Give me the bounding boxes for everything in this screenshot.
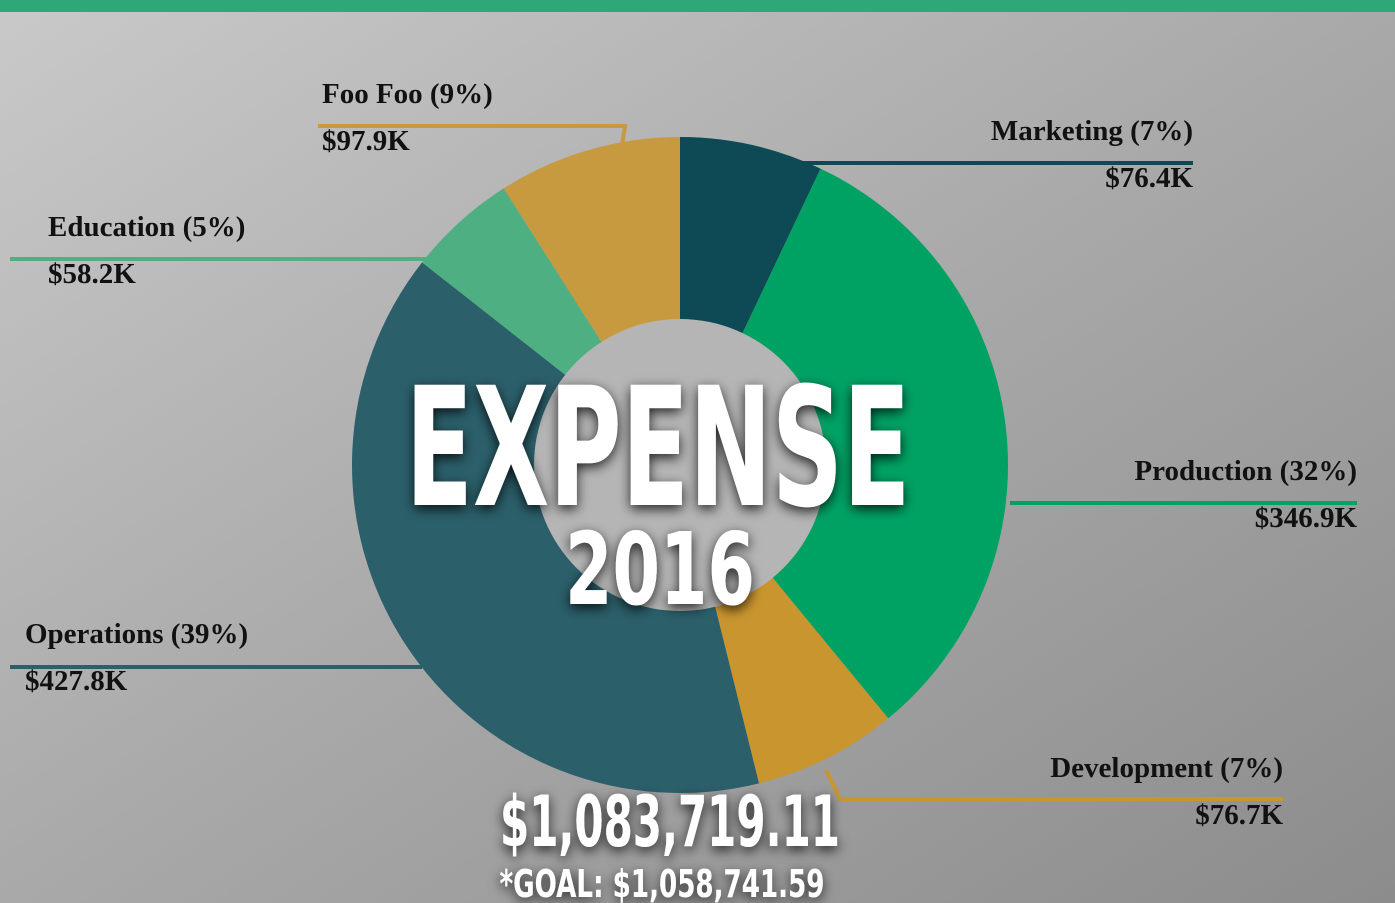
value-label: $76.7K	[1195, 799, 1283, 831]
value-label: $58.2K	[48, 258, 136, 290]
total-amount: $1,083,719.11	[500, 781, 840, 863]
category-label: Education (5%)	[48, 211, 245, 243]
value-label: $97.9K	[322, 125, 410, 157]
chart: Marketing (7%) $76.4K Production (32%) $346…	[0, 0, 1395, 903]
chart-subtitle: 2016	[565, 511, 755, 628]
top-band	[0, 0, 1395, 12]
value-label: $427.8K	[25, 665, 128, 697]
value-label: $76.4K	[1105, 162, 1193, 194]
category-label: Marketing (7%)	[991, 115, 1193, 147]
page: Marketing (7%) $76.4K Production (32%) $346…	[0, 0, 1395, 903]
goal-amount: *GOAL: $1,058,741.59	[500, 862, 825, 903]
value-label: $346.9K	[1255, 502, 1358, 534]
category-label: Foo Foo (9%)	[322, 78, 493, 110]
category-label: Production (32%)	[1134, 455, 1357, 487]
category-label: Operations (39%)	[25, 618, 248, 650]
category-label: Development (7%)	[1050, 752, 1283, 784]
